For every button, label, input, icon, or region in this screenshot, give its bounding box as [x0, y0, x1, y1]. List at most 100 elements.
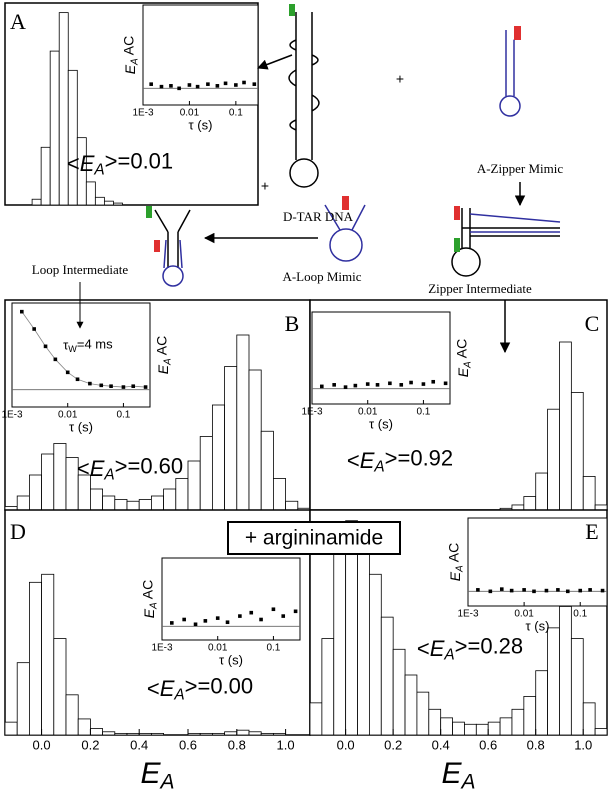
point [43, 344, 48, 349]
annotation: τW=4 ms [63, 337, 113, 355]
red-tag [154, 240, 160, 252]
point [109, 384, 113, 388]
x-axis-label: EA [140, 757, 174, 793]
point [399, 383, 404, 387]
histogram-bar [77, 718, 91, 736]
point [170, 621, 174, 625]
point [388, 381, 392, 386]
inset-x-label: τ (s) [369, 416, 393, 431]
histogram-bar [248, 731, 262, 736]
inset-x-label: τ (s) [526, 618, 550, 633]
histogram-bar [559, 341, 572, 511]
histogram-bar [150, 495, 164, 511]
histogram-bar [570, 638, 584, 736]
plus: + [261, 178, 269, 194]
point [88, 381, 92, 386]
histogram-bar [40, 146, 51, 206]
point [203, 619, 208, 623]
inset-x-tick-label: 1E-3 [1, 410, 23, 421]
red-tag [514, 26, 521, 40]
diagram [76, 4, 561, 555]
histogram-bar [175, 478, 189, 511]
histogram-bar [126, 732, 140, 736]
histogram-bar [404, 674, 418, 736]
histogram-bar [272, 732, 286, 736]
point [20, 309, 24, 314]
point [476, 588, 480, 592]
histogram-bar [594, 728, 608, 736]
inset-x-label: τ (s) [69, 419, 93, 434]
histogram-bar [199, 436, 213, 511]
point [75, 377, 80, 382]
point [193, 622, 198, 627]
histogram-bar [16, 495, 30, 511]
histogram-bar [594, 504, 608, 511]
mean-label: <EA>=0.28 [417, 634, 523, 664]
zipper-mimic-loop [499, 95, 521, 117]
loop-int-loop [162, 265, 184, 287]
histogram-bar [199, 732, 213, 736]
histogram-bar [102, 731, 116, 736]
point [182, 617, 186, 622]
point [223, 81, 228, 86]
x-tick-label: 0.0 [33, 737, 51, 752]
point [238, 614, 242, 618]
label: D-TAR DNA [283, 209, 354, 224]
histogram-bar [85, 181, 96, 206]
loop-int-blue [163, 239, 183, 269]
histogram-bar [211, 404, 225, 511]
x-tick-label: 0.2 [384, 737, 402, 752]
inset-x-tick-label: 0.1 [573, 609, 587, 620]
point [143, 385, 148, 389]
histogram-bar [41, 453, 55, 511]
inset-x-tick-label: 0.1 [229, 108, 243, 119]
histogram-bar [94, 196, 105, 206]
histogram-bar [309, 702, 323, 736]
inset-x-tick-label: 1E-3 [132, 108, 154, 119]
histogram-bar [547, 627, 560, 736]
point [578, 588, 583, 593]
point [215, 616, 220, 620]
inset-x-tick-label: 1E-3 [151, 643, 173, 654]
histogram-bar [523, 496, 537, 511]
point [187, 83, 192, 87]
x-tick-label: 0.8 [228, 737, 246, 752]
inset-x-label: τ (s) [219, 652, 243, 667]
inset-frame [11, 302, 151, 408]
inset-x-tick-label: 0.1 [416, 407, 430, 418]
argininamide-box [227, 521, 401, 555]
point [443, 381, 448, 386]
histogram-bar [224, 366, 238, 511]
loop-mimic-loop [329, 228, 363, 262]
zipper-int-blue [469, 213, 561, 233]
x-tick-label: 0.2 [81, 737, 99, 752]
zipper-int-shape [461, 208, 560, 248]
histogram-bar [126, 500, 140, 511]
histogram-bar [103, 200, 114, 206]
mean-label: <EA>=0.01 [67, 149, 173, 179]
histogram-bar [582, 702, 596, 736]
histogram-bar [380, 616, 394, 736]
point [409, 380, 413, 385]
inset-x-tick-label: 0.01 [180, 108, 200, 119]
point [169, 84, 173, 88]
inset-x-label: τ (s) [189, 117, 213, 132]
point [343, 385, 348, 389]
histogram-bar [428, 708, 442, 736]
histogram-bar [16, 662, 30, 736]
histogram-bar [392, 648, 406, 736]
inset-y-label: EA AC [153, 336, 173, 374]
point [499, 587, 504, 591]
histogram-bar [440, 717, 453, 736]
histogram-bar [487, 721, 501, 736]
red-tag [454, 206, 460, 220]
histogram-bar [150, 732, 164, 736]
histogram-bar [523, 696, 537, 736]
point [225, 620, 230, 625]
mean-label: <EA>=0.00 [147, 674, 253, 704]
histogram-bar [49, 50, 60, 206]
point [431, 379, 436, 384]
histogram-bar [511, 708, 525, 736]
inset-x-tick-label: 0.01 [358, 407, 378, 418]
